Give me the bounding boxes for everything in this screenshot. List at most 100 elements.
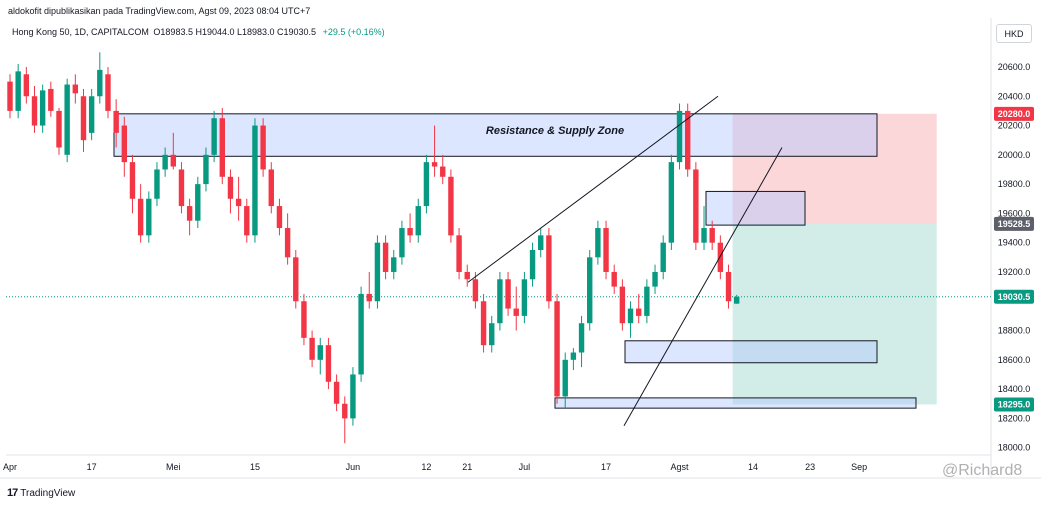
candle-body xyxy=(7,81,13,111)
candle xyxy=(146,191,152,243)
candle-body xyxy=(578,323,585,353)
candle-body xyxy=(472,279,479,302)
candle xyxy=(260,118,266,177)
demand-zone-upper xyxy=(624,340,878,364)
candle xyxy=(464,264,470,287)
candle-body xyxy=(529,250,536,280)
candle xyxy=(276,198,283,236)
author-watermark: @Richard8 xyxy=(942,462,1023,479)
zone-label: Resistance & Supply Zone xyxy=(486,125,624,137)
candle-body xyxy=(325,345,332,382)
candle-body xyxy=(701,228,707,243)
candle xyxy=(15,64,21,119)
candle xyxy=(644,279,650,324)
candle xyxy=(407,213,413,243)
candle-body xyxy=(448,176,454,236)
candle-body xyxy=(178,169,185,207)
symbol-name[interactable]: Hong Kong 50, 1D, CAPITALCOM xyxy=(12,27,149,37)
candle-body xyxy=(374,242,381,302)
candle xyxy=(235,176,242,221)
candle xyxy=(23,66,30,104)
candle xyxy=(252,118,258,243)
currency-button[interactable]: HKD xyxy=(996,24,1032,43)
candle xyxy=(684,103,691,177)
candle xyxy=(31,86,38,133)
candle-body xyxy=(505,279,511,309)
zones-layer xyxy=(6,113,991,409)
take-profit-zone xyxy=(732,223,937,405)
tradingview-logo[interactable]: 17 TradingView xyxy=(7,487,75,499)
candle xyxy=(717,235,724,280)
candle-body xyxy=(676,110,683,163)
candle xyxy=(619,279,626,331)
candle xyxy=(676,103,683,170)
candle-body xyxy=(480,301,487,346)
candle-body xyxy=(227,176,234,199)
candle-body xyxy=(399,228,405,258)
candle-body xyxy=(684,110,691,170)
candle xyxy=(366,271,372,309)
candle-body xyxy=(538,235,544,250)
x-tick-label: 23 xyxy=(805,462,815,472)
candle xyxy=(129,154,136,214)
candle-body xyxy=(644,286,650,316)
candle xyxy=(570,348,577,371)
candle-body xyxy=(521,279,528,316)
x-tick-label: 17 xyxy=(87,462,97,472)
candle-body xyxy=(546,235,552,302)
candle xyxy=(587,250,593,331)
candle xyxy=(342,396,348,444)
y-tick-label: 18400.0 xyxy=(998,384,1031,394)
x-tick-label: 15 xyxy=(250,462,260,472)
candle xyxy=(733,294,740,304)
candle xyxy=(211,110,217,163)
tradingview-brand: TradingView xyxy=(20,487,76,499)
candle xyxy=(636,293,642,324)
candle-body xyxy=(146,198,152,236)
x-tick-label: Agst xyxy=(671,462,690,472)
stop-loss-zone xyxy=(732,113,937,224)
ohlc-values: O18983.5 H19044.0 L18983.0 C19030.5 xyxy=(153,27,317,37)
candle-body xyxy=(317,345,323,360)
symbol-legend: Hong Kong 50, 1D, CAPITALCOM O18983.5 H1… xyxy=(12,27,385,37)
candle xyxy=(627,301,634,338)
candle-body xyxy=(431,162,438,167)
candle-body xyxy=(80,96,87,141)
candle xyxy=(137,184,144,243)
candle-body xyxy=(137,198,144,236)
candle-body xyxy=(31,96,38,126)
candle-body xyxy=(284,228,291,258)
candle xyxy=(693,162,699,250)
candle xyxy=(170,132,176,170)
candle xyxy=(195,176,201,229)
y-tick-label: 19400.0 xyxy=(998,238,1031,248)
candle xyxy=(39,84,46,133)
candle-body xyxy=(464,271,470,280)
candle-body xyxy=(72,84,79,94)
candle xyxy=(505,271,511,316)
candle-body xyxy=(260,125,266,170)
candle-body xyxy=(195,184,201,221)
x-tick-label: 17 xyxy=(601,462,611,472)
candle-body xyxy=(88,96,95,133)
candle xyxy=(325,337,332,390)
candle xyxy=(562,352,568,409)
candle xyxy=(456,228,462,280)
candle-body xyxy=(562,359,568,397)
candle-body xyxy=(627,308,634,324)
price-label-box xyxy=(994,397,1034,412)
candle xyxy=(595,220,601,265)
candle-body xyxy=(733,296,740,304)
candle-body xyxy=(423,162,430,207)
candle xyxy=(244,198,250,243)
axes-layer: 20600.0 20400.0 20200.0 20000.0 19800.0 19600… xyxy=(0,18,1041,479)
candle xyxy=(64,78,70,163)
candle xyxy=(578,315,585,368)
price-label-box xyxy=(994,216,1034,231)
candle xyxy=(480,293,487,353)
x-tick-label: 12 xyxy=(421,462,431,472)
candle-body xyxy=(668,162,675,243)
candle xyxy=(72,74,79,104)
candle-body xyxy=(391,257,397,272)
